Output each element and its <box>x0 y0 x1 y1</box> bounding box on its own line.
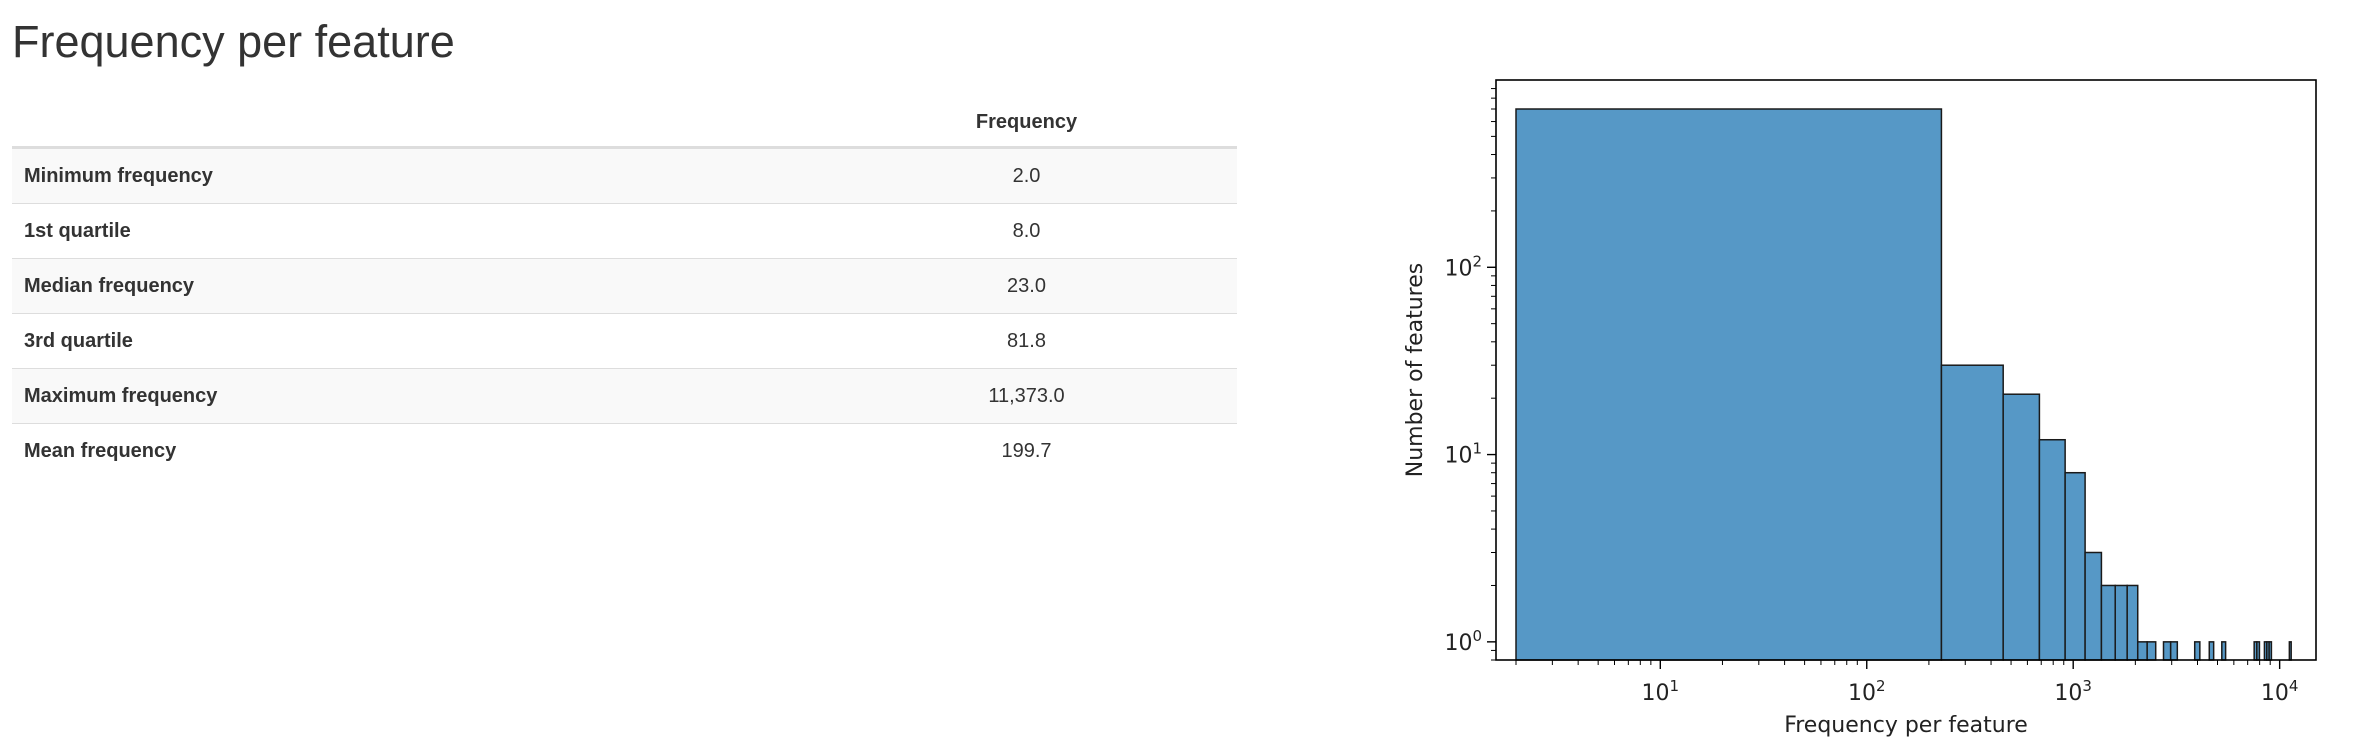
table-row: 1st quartile 8.0 <box>12 203 1237 259</box>
histogram-bar <box>2162 641 2172 661</box>
row-value: 2.0 <box>1012 164 1041 187</box>
row-value: 11,373.0 <box>988 384 1065 407</box>
row-value: 199.7 <box>1001 439 1052 462</box>
histogram-bar <box>2002 393 2041 661</box>
histogram-bar <box>2146 641 2157 661</box>
row-value: 81.8 <box>1007 329 1046 352</box>
row-label: Minimum frequency <box>24 164 213 187</box>
tick-label: 103 <box>2054 677 2092 706</box>
tick-label: 104 <box>2261 677 2299 706</box>
row-value: 23.0 <box>1007 274 1046 297</box>
y-axis: 100 101 102 <box>1444 88 1496 661</box>
histogram-bar <box>1940 364 2004 661</box>
row-label: 1st quartile <box>24 219 131 242</box>
x-axis: 101 102 103 104 <box>1515 660 2299 706</box>
histogram-bar <box>2084 551 2103 661</box>
table-header-blank <box>12 98 816 149</box>
y-axis-label: Number of features <box>1403 263 1428 477</box>
histogram-bar <box>2256 641 2261 661</box>
tick-label: 102 <box>1444 252 1482 281</box>
histogram-bar <box>1515 108 1943 661</box>
page-title: Frequency per feature <box>12 16 455 67</box>
histogram-bar <box>2288 641 2292 661</box>
row-label: Median frequency <box>24 274 195 297</box>
histogram-bar <box>2208 641 2215 661</box>
histogram-bar <box>2193 641 2201 661</box>
tick-label: 101 <box>1444 440 1482 469</box>
tick-label: 100 <box>1444 627 1482 656</box>
histogram-bar <box>2114 584 2128 661</box>
frequency-histogram-chart: 101 102 103 104 100 101 102 Frequency per fea… <box>1403 79 2317 738</box>
histogram-bar <box>2221 641 2227 661</box>
row-label: Mean frequency <box>24 439 177 462</box>
table-row: Minimum frequency 2.0 <box>12 147 1237 204</box>
histogram-bar <box>2100 584 2116 661</box>
histogram-bar <box>2126 584 2139 661</box>
table-row: Mean frequency 199.7 <box>12 423 1237 479</box>
x-axis-label: Frequency per feature <box>1784 713 2028 738</box>
histogram-bar <box>2268 641 2273 661</box>
frequency-stats-table: Frequency Minimum frequency 2.0 1st quar… <box>12 98 1237 478</box>
table-header-row: Frequency <box>12 98 1237 149</box>
histogram-bar <box>2136 641 2148 661</box>
table-row: Maximum frequency 11,373.0 <box>12 368 1237 424</box>
table-row: Median frequency 23.0 <box>12 258 1237 314</box>
plot-frame <box>1495 79 2317 661</box>
tick-label: 102 <box>1848 677 1886 706</box>
row-label: 3rd quartile <box>24 329 133 352</box>
histogram-bar <box>2169 641 2179 661</box>
row-label: Maximum frequency <box>24 384 218 407</box>
histogram-bar <box>2064 471 2086 661</box>
table-header-frequency: Frequency <box>816 98 1237 149</box>
histogram-bars <box>1515 108 2292 661</box>
tick-label: 101 <box>1642 677 1680 706</box>
row-value: 8.0 <box>1012 219 1041 242</box>
histogram-bar <box>2038 438 2066 661</box>
table-row: 3rd quartile 81.8 <box>12 313 1237 369</box>
